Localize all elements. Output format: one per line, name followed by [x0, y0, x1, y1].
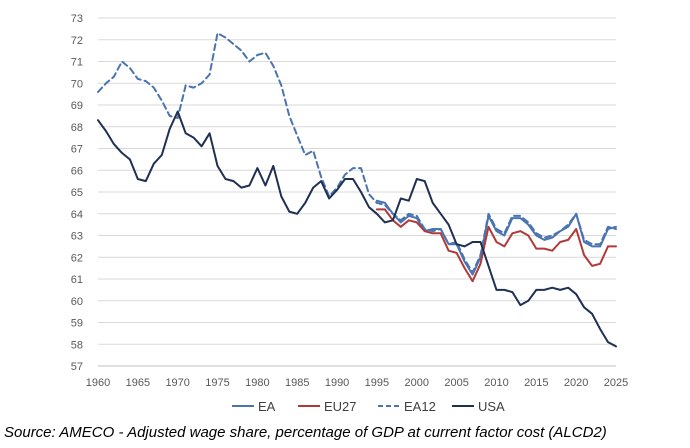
- series-line-usa: [97, 110, 617, 348]
- series-lines: [97, 32, 617, 348]
- x-tick-label: 1985: [285, 377, 309, 389]
- x-tick-label: 1960: [86, 377, 110, 389]
- y-axis-ticks: 57 58 59 60 61 62 63 64 65 66 67 68 69 70 71 72 73: [71, 13, 83, 373]
- legend-label-eu27: EU27: [324, 399, 357, 414]
- x-tick-label: 1970: [165, 377, 189, 389]
- y-tick-label: 59: [71, 318, 83, 330]
- y-tick-label: 57: [71, 361, 83, 373]
- legend: EA EU27 EA12 USA: [232, 399, 505, 414]
- x-tick-label: 2005: [444, 377, 468, 389]
- y-tick-label: 69: [71, 100, 83, 112]
- y-tick-label: 73: [71, 13, 83, 25]
- y-tick-label: 61: [71, 274, 83, 286]
- x-axis-ticks: 1960 1965 1970 1975 1980 1985 1990 1995 2000 2005…: [86, 377, 628, 389]
- y-tick-label: 66: [71, 165, 83, 177]
- y-tick-label: 72: [71, 35, 83, 47]
- y-tick-label: 58: [71, 339, 83, 351]
- legend-label-ea12: EA12: [404, 399, 436, 414]
- x-tick-label: 2000: [405, 377, 429, 389]
- legend-label-ea: EA: [258, 399, 276, 414]
- x-tick-label: 2015: [524, 377, 548, 389]
- series-line-ea12: [97, 32, 617, 274]
- y-tick-label: 70: [71, 78, 83, 90]
- y-tick-label: 63: [71, 231, 83, 243]
- y-tick-label: 64: [71, 209, 83, 221]
- y-tick-label: 68: [71, 122, 83, 134]
- y-tick-label: 65: [71, 187, 83, 199]
- source-note: Source: AMECO - Adjusted wage share, per…: [4, 424, 607, 441]
- x-tick-label: 2010: [484, 377, 508, 389]
- x-tick-label: 1990: [325, 377, 349, 389]
- x-tick-label: 1965: [126, 377, 150, 389]
- x-tick-label: 1975: [205, 377, 229, 389]
- series-line-eu27: [375, 208, 617, 283]
- x-tick-label: 2025: [604, 377, 628, 389]
- y-tick-label: 60: [71, 296, 83, 308]
- y-tick-label: 71: [71, 57, 83, 69]
- series-line-ea: [375, 199, 617, 276]
- y-tick-label: 62: [71, 252, 83, 264]
- y-tick-label: 67: [71, 144, 83, 156]
- x-tick-label: 1980: [245, 377, 269, 389]
- x-tick-label: 2020: [564, 377, 588, 389]
- grid-lines: [98, 17, 616, 367]
- legend-label-usa: USA: [478, 399, 505, 414]
- x-tick-label: 1995: [365, 377, 389, 389]
